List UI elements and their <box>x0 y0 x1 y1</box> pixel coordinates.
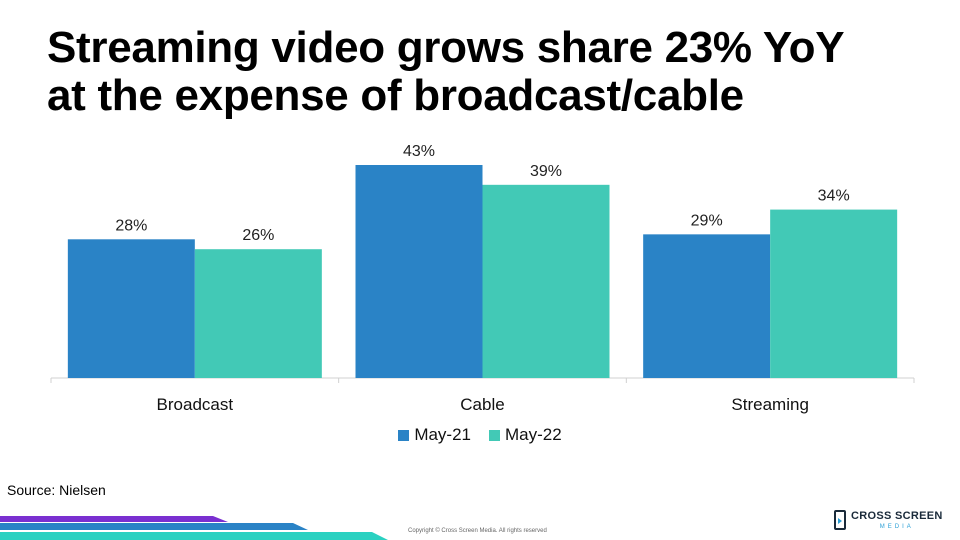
legend-label-may-21: May-21 <box>414 425 471 444</box>
bar-cable-may-21 <box>355 165 483 378</box>
data-label-cable-may-21: 43% <box>403 143 435 160</box>
brand-logo: CROSS SCREEN MEDIA <box>834 505 952 535</box>
brand-sub: MEDIA <box>879 523 914 530</box>
bar-cable-may-22 <box>482 184 610 378</box>
title-line-1: Streaming video grows share 23% YoY <box>47 23 845 72</box>
category-label-streaming: Streaming <box>731 395 808 414</box>
data-label-broadcast-may-21: 28% <box>115 217 147 234</box>
legend-item-may-21: May-21 <box>398 425 471 445</box>
bar-streaming-may-21 <box>643 234 771 378</box>
chart-legend: May-21 May-22 <box>0 425 960 445</box>
page-title: Streaming video grows share 23% YoY at t… <box>47 24 927 120</box>
stripe-purple <box>0 516 228 522</box>
legend-label-may-22: May-22 <box>505 425 562 444</box>
copyright-text: Copyright © Cross Screen Media. All righ… <box>408 528 547 534</box>
category-label-broadcast: Broadcast <box>157 395 234 414</box>
brand-name: CROSS SCREEN <box>851 509 943 522</box>
legend-swatch-may-21 <box>398 429 410 441</box>
legend-item-may-22: May-22 <box>489 425 562 445</box>
data-label-cable-may-22: 39% <box>530 163 562 180</box>
data-label-streaming-may-22: 34% <box>818 188 850 205</box>
source-note: Source: Nielsen <box>7 482 106 498</box>
phone-play-icon <box>834 510 846 530</box>
bar-streaming-may-22 <box>770 209 898 378</box>
title-line-2: at the expense of broadcast/cable <box>47 71 744 120</box>
data-label-streaming-may-21: 29% <box>691 212 723 229</box>
category-label-cable: Cable <box>460 395 504 414</box>
stripe-blue <box>0 523 308 530</box>
data-label-broadcast-may-22: 26% <box>242 227 274 244</box>
stripe-teal <box>0 532 388 540</box>
bar-broadcast-may-22 <box>194 249 322 378</box>
legend-swatch-may-22 <box>489 429 500 441</box>
bar-broadcast-may-21 <box>67 239 195 378</box>
